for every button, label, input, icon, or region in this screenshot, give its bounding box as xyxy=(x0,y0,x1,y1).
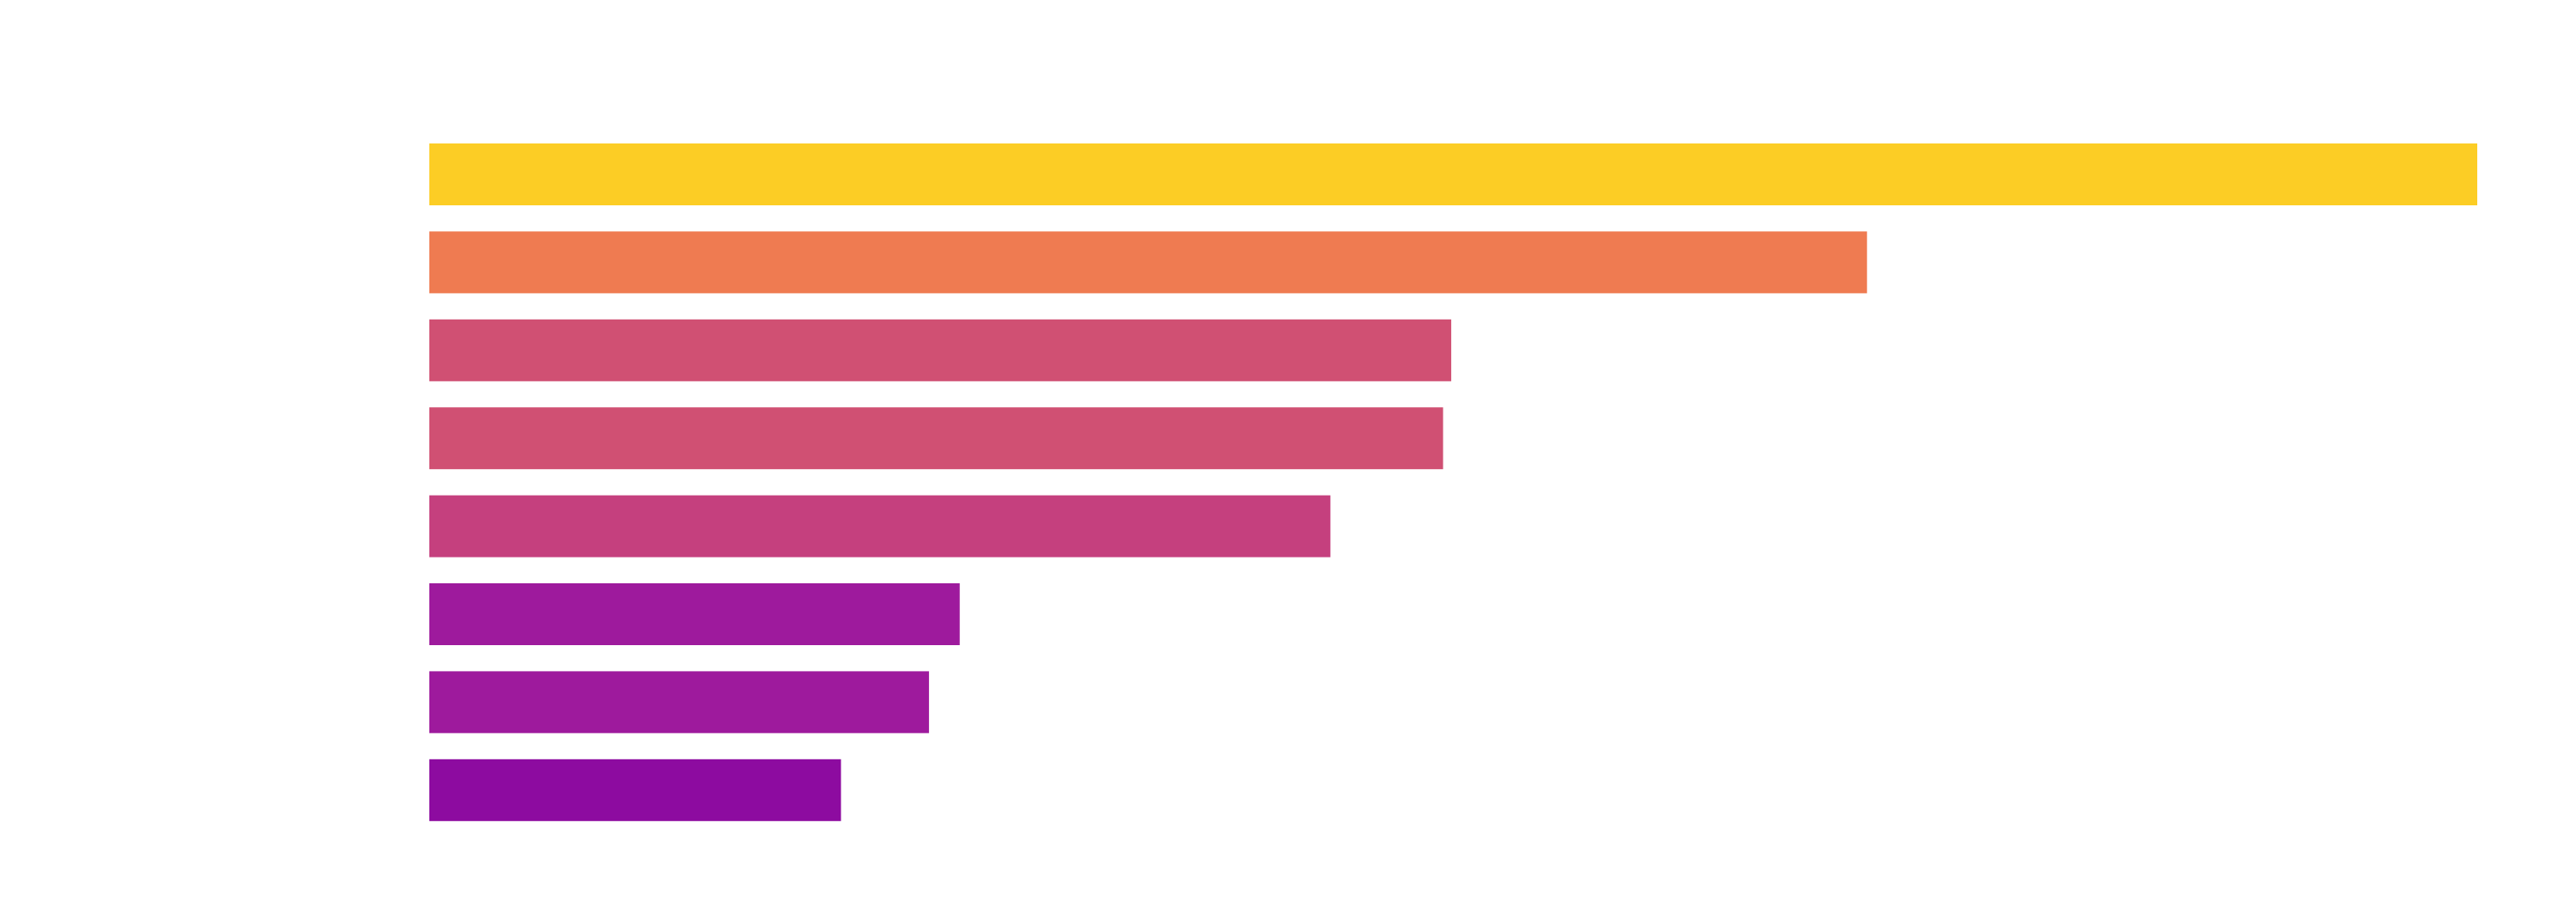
bars-group xyxy=(429,143,2477,821)
bar-1 xyxy=(429,143,2477,205)
bar-3 xyxy=(429,319,1452,381)
bar-4 xyxy=(429,407,1443,470)
bar-5 xyxy=(429,495,1331,558)
bar-7 xyxy=(429,671,929,734)
bar-6 xyxy=(429,583,960,645)
bar-8 xyxy=(429,759,841,821)
bar-2 xyxy=(429,231,1868,294)
